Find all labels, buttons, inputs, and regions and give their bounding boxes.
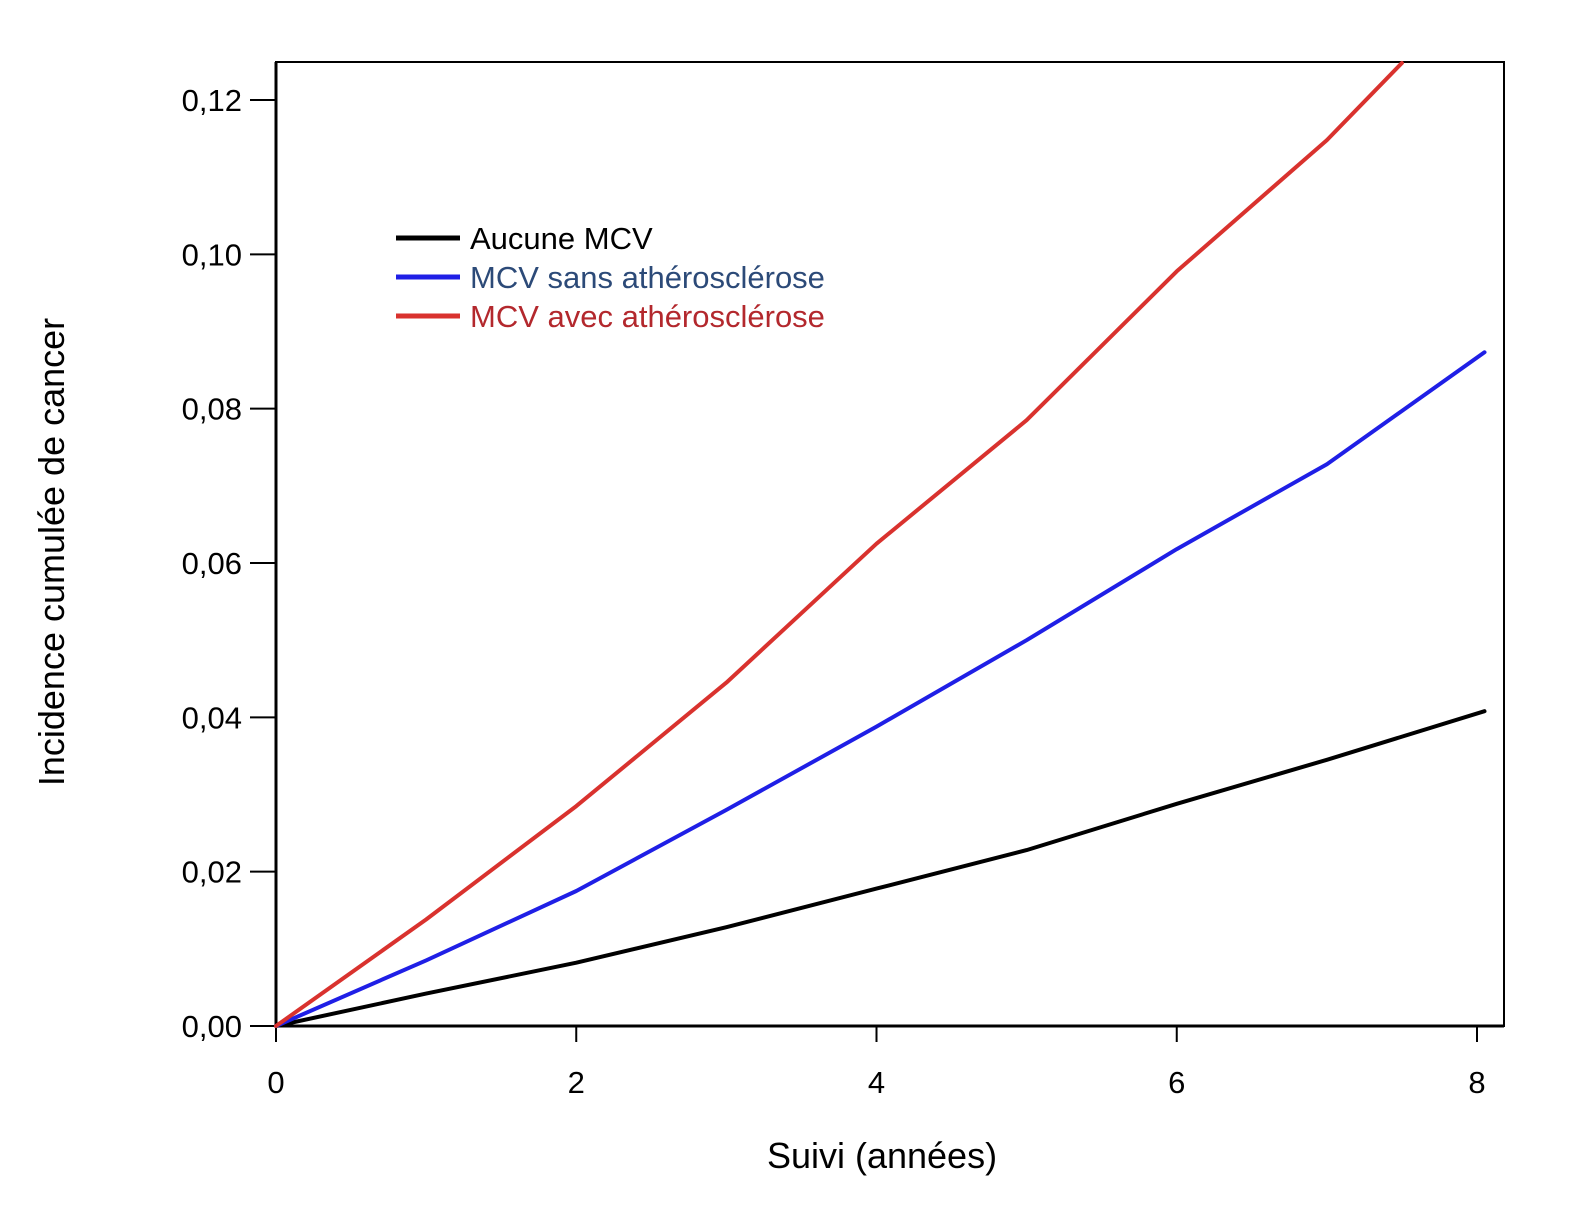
y-tick-label: 0,12 bbox=[182, 83, 242, 118]
legend-label-1: Aucune MCV bbox=[470, 221, 653, 256]
y-tick-label: 0,02 bbox=[182, 855, 242, 890]
legend: Aucune MCV MCV sans athérosclérose MCV ave… bbox=[396, 221, 825, 334]
y-tick-label: 0,00 bbox=[182, 1009, 242, 1044]
x-tick-label: 6 bbox=[1168, 1065, 1185, 1100]
y-tick-label: 0,08 bbox=[182, 392, 242, 427]
y-tick-label: 0,04 bbox=[182, 700, 242, 735]
plot-frame bbox=[275, 61, 1505, 1027]
y-tick-label: 0,06 bbox=[182, 546, 242, 581]
x-axis-title: Suivi (années) bbox=[767, 1135, 997, 1176]
x-tick-label: 2 bbox=[568, 1065, 585, 1100]
series-line-3 bbox=[274, 61, 1404, 1028]
y-tick-label: 0,10 bbox=[182, 237, 242, 272]
y-axis-title: Incidence cumulée de cancer bbox=[31, 318, 72, 786]
legend-label-3: MCV avec athérosclérose bbox=[470, 299, 825, 334]
x-axis-ticks: 0 2 4 6 8 bbox=[267, 1026, 1486, 1100]
x-tick-label: 4 bbox=[868, 1065, 885, 1100]
series-line-2 bbox=[274, 350, 1487, 1028]
x-tick-label: 0 bbox=[267, 1065, 284, 1100]
x-tick-label: 8 bbox=[1468, 1065, 1485, 1100]
series-lines bbox=[274, 61, 1487, 1028]
legend-label-2: MCV sans athérosclérose bbox=[470, 260, 825, 295]
y-axis-ticks: 0,00 0,02 0,04 0,06 0,08 0,10 0,12 bbox=[182, 83, 276, 1044]
series-line-1 bbox=[274, 709, 1487, 1028]
